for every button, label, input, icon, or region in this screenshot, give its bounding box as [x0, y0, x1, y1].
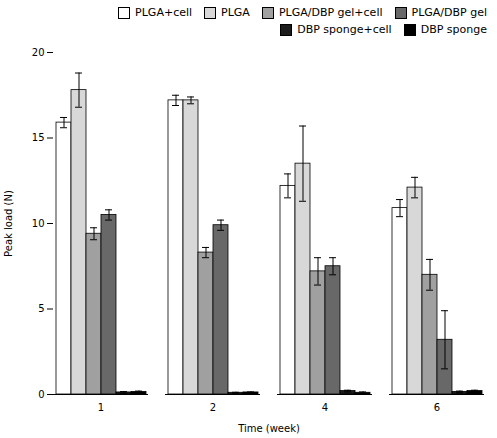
html-text:PLGA: PLGA	[221, 6, 250, 19]
svg-text:Peak load (N): Peak load (N)	[3, 190, 14, 257]
html-text:DBP sponge: DBP sponge	[420, 23, 487, 36]
svg-text:2: 2	[210, 402, 216, 413]
svg-text:1: 1	[98, 402, 104, 413]
html-text:DBP sponge+cell: DBP sponge+cell	[297, 23, 392, 36]
html-text:PLGA/DBP gel: PLGA/DBP gel	[411, 6, 487, 19]
svg-text:4: 4	[322, 402, 328, 413]
svg-text:10: 10	[32, 218, 45, 229]
svg-text:Time (week): Time (week)	[237, 423, 300, 434]
svg-text:15: 15	[32, 132, 45, 143]
svg-text:5: 5	[38, 303, 44, 314]
svg-text:0: 0	[38, 389, 44, 400]
html-text:PLGA+cell: PLGA+cell	[135, 6, 193, 19]
html-text:PLGA/DBP gel+cell: PLGA/DBP gel+cell	[278, 6, 383, 19]
svg-text:6: 6	[434, 402, 440, 413]
svg-text:20: 20	[32, 47, 45, 58]
